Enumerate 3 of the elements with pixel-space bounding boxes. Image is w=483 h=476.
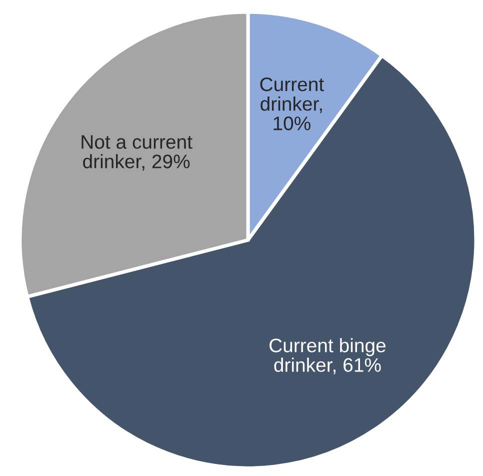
- slice-label: Not a current drinker, 29%: [82, 135, 192, 171]
- slice-label: Current drinker, 10%: [260, 77, 324, 130]
- slice-label: Current binge drinker, 61%: [270, 338, 386, 374]
